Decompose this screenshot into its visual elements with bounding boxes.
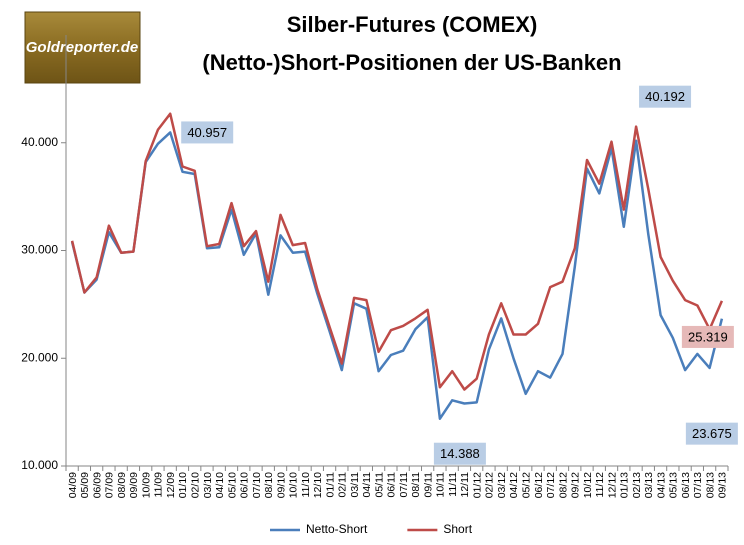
data-label-box: [433, 442, 486, 465]
x-tick-label: 03/13: [643, 472, 655, 498]
x-tick-label: 10/11: [435, 472, 447, 498]
x-tick-label: 08/13: [704, 472, 716, 498]
logo-box: [24, 11, 141, 84]
x-tick-label: 08/11: [410, 472, 422, 498]
x-tick-label: 07/12: [545, 472, 557, 498]
x-tick-label: 01/13: [619, 472, 631, 498]
legend-label: Netto-Short: [306, 522, 368, 536]
x-tick-label: 08/09: [116, 472, 128, 498]
x-tick-label: 07/09: [104, 472, 116, 498]
x-tick-label: 02/11: [337, 472, 349, 498]
x-tick-label: 10/10: [288, 472, 300, 498]
y-tick-label: 40.000: [21, 135, 58, 149]
x-tick-label: 08/10: [263, 472, 275, 498]
data-label: 23.675: [685, 422, 738, 445]
data-label: 40.957: [181, 121, 234, 144]
data-label-text: 14.388: [440, 446, 480, 461]
legend-label: Short: [443, 522, 472, 536]
x-tick-label: 10/09: [140, 472, 152, 498]
chart-title: Silber-Futures (COMEX): [287, 12, 538, 37]
data-label-text: 40.957: [187, 125, 227, 140]
x-tick-label: 05/09: [79, 472, 91, 498]
data-label-box: [639, 85, 692, 108]
x-tick-label: 11/12: [594, 472, 606, 498]
x-tick-label: 09/09: [128, 472, 140, 498]
x-tick-label: 11/11: [447, 472, 459, 497]
data-label-text: 25.319: [688, 329, 728, 344]
x-tick-label: 01/11: [324, 472, 336, 498]
x-tick-label: 01/10: [177, 472, 189, 498]
y-tick-label: 20.000: [21, 350, 58, 364]
data-label: 40.192: [639, 85, 692, 108]
x-tick-label: 07/11: [398, 472, 410, 498]
data-label: 25.319: [681, 325, 734, 348]
x-tick-label: 04/11: [361, 472, 373, 498]
x-tick-label: 07/10: [251, 472, 263, 498]
data-label-box: [681, 325, 734, 348]
x-tick-label: 06/11: [386, 472, 398, 498]
x-tick-label: 12/11: [459, 472, 471, 498]
data-label-box: [685, 422, 738, 445]
y-tick-label: 30.000: [21, 243, 58, 257]
data-label: 14.388: [433, 442, 486, 465]
series-line: [70, 112, 724, 391]
x-tick-label: 11/10: [300, 472, 312, 498]
x-tick-label: 05/11: [373, 472, 385, 498]
x-tick-label: 06/10: [239, 472, 251, 498]
x-tick-label: 06/12: [533, 472, 545, 498]
x-tick-label: 12/10: [312, 472, 324, 498]
x-tick-label: 02/12: [484, 472, 496, 498]
x-tick-label: 04/09: [67, 472, 79, 498]
x-tick-label: 12/09: [165, 472, 177, 498]
x-tick-label: 09/13: [717, 472, 729, 498]
x-tick-label: 05/12: [521, 472, 533, 498]
x-tick-label: 02/10: [190, 472, 202, 498]
x-tick-label: 04/13: [655, 472, 667, 498]
x-tick-label: 03/11: [349, 472, 361, 498]
x-tick-label: 04/12: [508, 472, 520, 498]
x-tick-label: 06/09: [91, 472, 103, 498]
x-tick-label: 06/13: [680, 472, 692, 498]
x-tick-label: 04/10: [214, 472, 226, 498]
x-tick-label: 08/12: [557, 472, 569, 498]
x-tick-label: 01/12: [471, 472, 483, 498]
series-line: [70, 131, 724, 420]
x-tick-label: 11/09: [153, 472, 165, 498]
data-label-text: 40.192: [645, 89, 685, 104]
x-tick-label: 05/13: [668, 472, 680, 498]
x-tick-label: 09/10: [275, 472, 287, 498]
logo: Goldreporter.de: [26, 39, 139, 56]
x-tick-label: 09/12: [570, 472, 582, 498]
x-tick-label: 03/10: [202, 472, 214, 498]
data-label-text: 23.675: [692, 426, 732, 441]
x-tick-label: 03/12: [496, 472, 508, 498]
x-tick-label: 10/12: [582, 472, 594, 498]
x-tick-label: 07/13: [692, 472, 704, 498]
x-tick-label: 12/12: [606, 472, 618, 498]
x-tick-label: 05/10: [226, 472, 238, 498]
x-tick-label: 02/13: [631, 472, 643, 498]
data-label-box: [181, 121, 234, 144]
y-tick-label: 10.000: [21, 458, 58, 472]
chart-title: (Netto-)Short-Positionen der US-Banken: [202, 50, 621, 75]
x-tick-label: 09/11: [422, 472, 434, 498]
